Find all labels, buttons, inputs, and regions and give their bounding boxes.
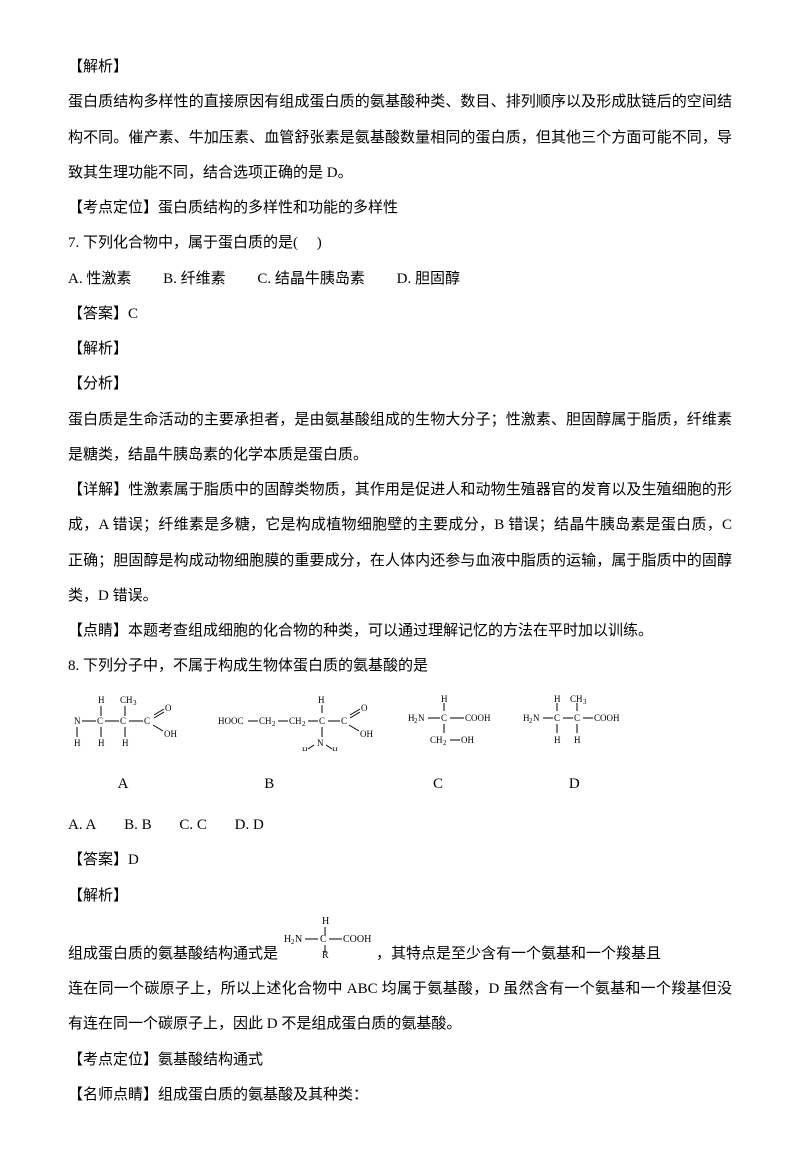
formula-text-post: ，其特点是至少含有一个氨基和一个羧基且 [376,937,732,972]
svg-text:N: N [533,713,540,723]
answer-7: 【答案】C [68,297,732,332]
q7-option-c: C. 结晶牛胰岛素 [257,271,365,287]
svg-text:C: C [120,716,126,726]
svg-text:H: H [322,916,329,927]
tip-body-1: 【点睛】本题考查组成细胞的化合物的种类，可以通过理解记忆的方法在平时加以训练。 [68,614,732,649]
svg-text:OH: OH [461,735,474,745]
formula-paragraph: 组成蛋白质的氨基酸结构通式是 H H2N C COOH R ，其特点是至少含有一… [68,914,732,972]
detail-body: 【详解】性激素属于脂质中的固醇类物质，其作用是促进人和动物生殖器官的发育以及生殖… [68,473,732,614]
svg-text:3: 3 [583,698,587,706]
document-page: 【解析】 蛋白质结构多样性的直接原因有组成蛋白质的氨基酸种类、数目、排列顺序以及… [0,0,800,1153]
svg-text:H: H [554,735,561,745]
q7-option-b: B. 纤维素 [163,271,226,287]
svg-text:O: O [165,703,172,713]
svg-text:H: H [332,746,338,751]
formula-text-pre: 组成蛋白质的氨基酸结构通式是 [68,937,278,972]
svg-text:CH: CH [430,735,443,745]
svg-text:H: H [98,738,105,748]
svg-text:CH: CH [289,716,302,726]
svg-text:H: H [318,695,325,705]
q7-option-a: A. 性激素 [68,271,131,287]
aa-label-c: C [361,767,516,802]
topic-location-1: 【考点定位】蛋白质结构的多样性和功能的多样性 [68,191,732,226]
question-8-options: A. A B. B C. C D. D [68,808,732,843]
svg-text:2: 2 [302,720,306,728]
q8-option-d: D. D [235,817,264,833]
aa-label-a: A [68,767,178,802]
q8-option-c: C. C [179,817,207,833]
svg-text:H: H [122,738,129,748]
aa-label-d: D [519,767,629,802]
svg-text:CH: CH [570,694,583,704]
svg-text:COOH: COOH [465,713,491,723]
question-7-stem: 7. 下列化合物中，属于蛋白质的是( ) [68,226,732,261]
svg-text:C: C [441,713,447,723]
svg-text:3: 3 [133,699,137,707]
amino-acid-svg: H CH3 N C C C O OH [68,691,628,751]
teacher-tip: 【名师点睛】组成蛋白质的氨基酸及其种类： [68,1078,732,1113]
svg-text:H: H [74,738,81,748]
svg-text:C: C [97,716,103,726]
svg-text:N: N [418,713,425,723]
aa-label-b: B [182,767,357,802]
svg-text:H: H [302,746,308,751]
svg-text:H: H [98,695,105,705]
amino-acid-labels: A B C D [68,767,732,802]
svg-text:2: 2 [272,720,276,728]
analysis-heading-2: 【解析】 [68,332,732,367]
svg-text:C: C [341,716,347,726]
svg-text:O: O [361,703,368,713]
question-7-options: A. 性激素 B. 纤维素 C. 结晶牛胰岛素 D. 胆固醇 [68,262,732,297]
svg-text:H: H [441,694,448,704]
svg-text:C: C [574,713,580,723]
svg-text:OH: OH [360,729,373,739]
topic-location-2: 【考点定位】氨基酸结构通式 [68,1043,732,1078]
q8-option-b: B. B [124,817,152,833]
svg-text:C: C [320,934,327,945]
svg-text:N: N [295,934,302,945]
svg-text:HOOC: HOOC [218,716,244,726]
svg-text:OH: OH [164,729,177,739]
q7-option-d: D. 胆固醇 [397,271,460,287]
analysis-heading-1: 【解析】 [68,50,732,85]
answer-8: 【答案】D [68,843,732,878]
svg-text:C: C [144,716,150,726]
svg-text:2: 2 [443,739,447,747]
svg-text:H: H [574,735,581,745]
svg-text:CH: CH [259,716,272,726]
analysis-sub-heading: 【分析】 [68,367,732,402]
svg-text:C: C [554,713,560,723]
svg-text:CH: CH [120,695,133,705]
q8-option-a: A. A [68,817,96,833]
svg-text:N: N [317,738,324,748]
svg-text:H: H [554,694,561,704]
amino-acid-general-formula: H H2N C COOH R [278,914,376,972]
analysis-body-1: 蛋白质结构多样性的直接原因有组成蛋白质的氨基酸种类、数目、排列顺序以及形成肽链后… [68,85,732,191]
svg-text:COOH: COOH [343,934,371,945]
formula-paragraph-cont: 连在同一个碳原子上，所以上述化合物中 ABC 均属于氨基酸，D 虽然含有一个氨基… [68,972,732,1043]
question-8-stem: 8. 下列分子中，不属于构成生物体蛋白质的氨基酸的是 [68,649,732,684]
amino-acid-structures: H CH3 N C C C O OH [68,691,732,765]
svg-text:R: R [322,950,329,958]
svg-text:N: N [74,716,81,726]
svg-text:C: C [319,716,325,726]
analysis-body-2: 蛋白质是生命活动的主要承担者，是由氨基酸组成的生物大分子；性激素、胆固醇属于脂质… [68,403,732,474]
analysis-heading-3: 【解析】 [68,879,732,914]
svg-text:COOH: COOH [594,713,620,723]
